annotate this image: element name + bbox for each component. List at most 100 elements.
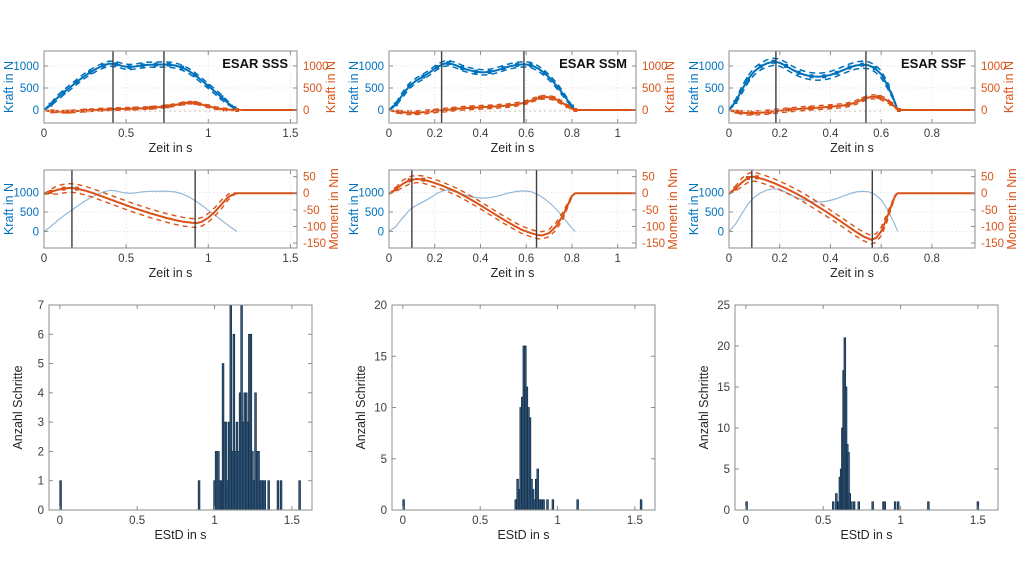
x-tick-label: 0.5 [118,253,134,265]
y-tick-label: 4 [38,388,45,400]
series-marker [524,100,529,105]
y2-axis-label: Moment in Nm [1005,168,1019,249]
series-marker [473,69,478,74]
series-marker [219,95,224,100]
series-kraft-upper-sd [388,59,576,111]
y-tick-label: 1000 [358,187,384,199]
x-axis-label: Zeit in s [830,266,874,280]
series-marker [66,109,71,114]
x-tick-label: 0 [57,515,63,527]
series-marker [235,108,240,113]
series-marker [407,178,412,183]
series-marker [435,65,440,70]
chart-moment-ssm: 0 0.2 0.4 0.6 0.8 105001000500-50-100-150Zeit… [347,168,680,280]
series-marker [451,107,456,112]
histogram-bar [263,480,267,511]
series-marker [48,102,53,107]
y-tick-label: 20 [374,300,387,312]
histogram-bar [871,501,874,511]
series-marker [846,102,851,107]
x-tick-label: 0 [41,128,47,140]
histogram-bar [298,480,301,511]
x-tick-label: 0.2 [427,253,443,265]
x-tick-label: 0.5 [129,515,145,527]
series-moment-mean [728,175,975,241]
y-axis-label: Anzahl Schritte [354,365,368,449]
series-marker [822,74,827,79]
x-tick-label: 1.5 [970,515,986,527]
series-marker [784,63,789,68]
histogram-bar [927,501,930,511]
series-marker [556,85,561,90]
y2-tick-label: -50 [981,205,998,217]
y-tick-label: 5 [381,454,387,466]
y-tick-label: 500 [365,207,384,219]
series-marker [796,70,801,75]
series-kraft-mean [728,60,899,111]
histogram-bar [546,499,549,511]
y-tick-label: 1000 [13,187,39,199]
y2-tick-label: -50 [303,205,320,217]
axes-box [388,169,637,249]
x-tick-label: 1 [554,515,560,527]
x-tick-label: 1 [205,253,211,265]
series-marker [746,175,751,180]
x-axis-label: EStD in s [154,528,206,542]
series-marker [885,83,890,88]
series-marker [734,109,739,114]
histogram-bar [551,499,555,511]
series-marker [767,109,772,114]
y-tick-label: 0 [718,226,724,238]
x-tick-label: 0.2 [427,128,443,140]
y2-tick-label: -100 [642,221,665,233]
series-kraft2-upper-sd [43,100,238,112]
y-tick-label: 0 [381,505,387,517]
series-marker [181,101,186,106]
y-tick-label: 5 [38,359,44,371]
series-marker [551,96,556,101]
series-marker [396,109,401,114]
histogram-bar [832,501,835,511]
y-tick-label: 1000 [698,61,724,73]
y2-tick-label: -150 [981,238,1004,250]
histogram-bar [279,480,283,511]
series-marker [393,187,398,192]
histogram-bar [883,501,886,511]
y-tick-label: 3 [38,417,44,429]
x-axis-label: EStD in s [497,528,549,542]
series-marker [421,74,426,79]
series-marker [733,186,738,191]
y-tick-label: 0 [718,105,724,117]
y2-axis-label: Moment in Nm [666,168,680,249]
histogram-bar [540,499,543,511]
y-tick-label: 1000 [13,61,39,73]
series-kraft-lower-sd [388,65,576,111]
series-marker [446,61,451,66]
y2-tick-label: 0 [981,188,987,200]
series-marker [140,63,145,68]
y2-tick-label: -150 [303,238,326,250]
y-axis-label: Kraft in N [347,61,361,113]
series-marker [542,71,547,76]
series-marker [487,69,492,74]
series-marker [83,108,88,113]
series-kraft-upper-sd [728,57,899,111]
series-kraft-lower-sd [43,65,238,111]
x-tick-label: 1 [897,515,903,527]
axes-box [48,304,313,511]
x-axis-label: Zeit in s [830,141,874,155]
x-tick-label: 0.4 [822,253,839,265]
y-tick-label: 500 [365,83,384,95]
histogram-bar [639,499,643,511]
series-marker [148,105,153,110]
x-tick-label: 0 [41,253,47,265]
x-tick-label: 0.6 [518,253,534,265]
y-tick-label: 0 [33,226,39,238]
series-marker [860,62,865,67]
series-marker [50,109,55,114]
histogram-bar [893,501,897,511]
series-marker [876,95,881,100]
series-kraft-faint [43,189,238,232]
